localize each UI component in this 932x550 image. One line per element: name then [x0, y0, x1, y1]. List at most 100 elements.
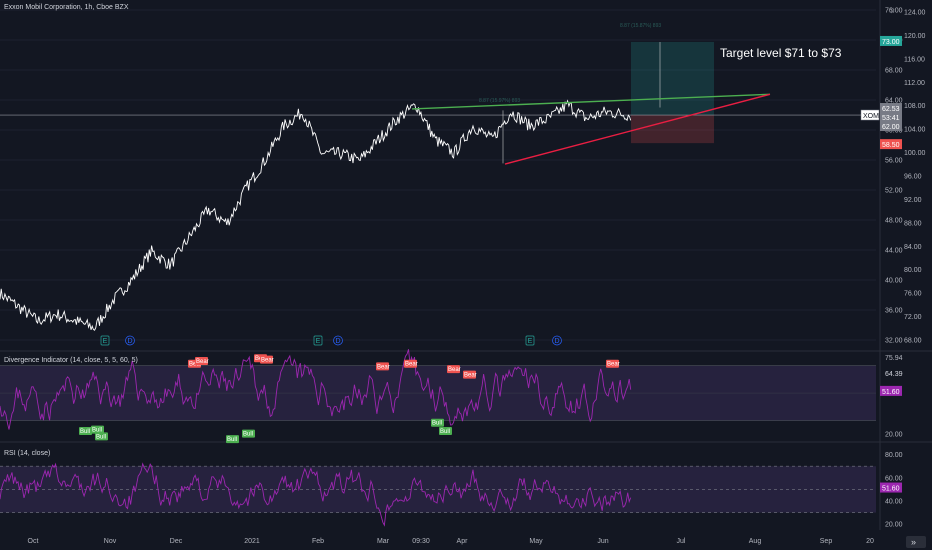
symbol-tag-bg — [860, 109, 880, 121]
earnings-icon — [525, 335, 535, 346]
bull-marker: Bull — [242, 429, 255, 438]
time-axis-label: Jul — [677, 538, 686, 545]
price-tag-label: 53:41 — [882, 115, 900, 122]
marker-label: Bull — [92, 428, 102, 434]
bear-marker: Bear — [404, 359, 418, 368]
price-axis-label-secondary: 120.00 — [904, 33, 926, 40]
price-axis-label-secondary: 112.00 — [904, 80, 925, 87]
marker-bg — [447, 365, 460, 374]
price-axis-label-secondary: 108.00 — [904, 103, 926, 110]
price-axis-label: 44.00 — [885, 248, 903, 255]
price-axis-label-secondary: 124.00 — [904, 10, 926, 17]
bull-marker: Bull — [431, 418, 444, 427]
price-tag: 53:41 — [880, 112, 902, 123]
measure-label: 8.87 (15.87%) 893 — [620, 23, 661, 29]
marker-bg — [226, 435, 239, 444]
rsi-axis-label: 80.00 — [885, 452, 903, 459]
time-axis-label: Aug — [749, 538, 762, 545]
marker-bg — [91, 425, 104, 434]
price-tag: 62.53 — [880, 103, 902, 114]
price-tag-bg — [880, 103, 902, 114]
price-tag-label: 62.53 — [882, 106, 900, 113]
rsi-line — [0, 462, 632, 527]
marker-bg — [95, 432, 108, 441]
price-tag-bg — [880, 35, 902, 46]
event-marker-d: D — [125, 335, 135, 346]
tag-bg — [880, 385, 902, 396]
time-axis-label: 09:30 — [412, 538, 430, 545]
resistance-trendline — [411, 93, 771, 110]
event-label: E — [528, 338, 533, 345]
price-axis-label: 40.00 — [885, 278, 903, 285]
time-axis-label: 2021 — [244, 538, 260, 545]
price-tag: 58.50 — [880, 139, 902, 150]
marker-bg — [431, 418, 444, 427]
target-annotation: Target level $71 to $73 — [720, 46, 842, 60]
price-axis-label-secondary: 88.00 — [904, 220, 922, 227]
price-tag-bg — [880, 112, 902, 123]
marker-label: Bull — [96, 434, 106, 440]
price-series-line — [0, 99, 632, 331]
price-axis-label-secondary: 116.00 — [904, 56, 925, 63]
gear-icon: ⚙ — [888, 6, 895, 15]
tag-label: 51.60 — [882, 486, 900, 493]
time-axis-label: Sep — [820, 538, 833, 545]
time-axis-label: Mar — [377, 538, 390, 545]
time-axis-label: Jun — [597, 538, 608, 545]
time-axis-label: Nov — [104, 538, 117, 545]
marker-label: Bull — [80, 429, 90, 435]
price-tag-bg — [880, 139, 902, 150]
divergence-indicator-line — [0, 349, 632, 430]
event-label: E — [103, 338, 108, 345]
time-axis-label: Apr — [457, 538, 469, 545]
divergence-axis-label: 75.94 — [885, 355, 903, 362]
event-label: D — [335, 338, 340, 345]
price-axis-label-secondary: 96.00 — [904, 174, 922, 181]
event-marker-e: E — [100, 335, 110, 346]
event-marker-e: E — [525, 335, 535, 346]
target-profit-zone — [631, 41, 714, 116]
price-axis-label: 48.00 — [885, 218, 903, 225]
bull-marker: Bull — [91, 425, 104, 434]
price-axis-label: 64.00 — [885, 98, 903, 105]
time-axis-label: May — [529, 538, 543, 545]
marker-label: Bear — [196, 359, 209, 365]
price-tag: 62.00 — [880, 121, 902, 131]
marker-bg — [79, 426, 92, 435]
scroll-to-realtime-button[interactable]: » — [906, 536, 926, 548]
price-axis-label-secondary: 104.00 — [904, 127, 926, 134]
price-axis-label: 68.00 — [885, 68, 903, 75]
price-axis-label-secondary: 80.00 — [904, 267, 922, 274]
event-marker-d: D — [333, 335, 343, 346]
bear-marker: Bear — [195, 356, 209, 365]
dividend-icon — [125, 335, 135, 346]
rsi-pane-title: RSI (14, close) — [4, 450, 51, 457]
dividend-icon — [552, 335, 562, 346]
price-axis-label-secondary: 68.00 — [904, 338, 922, 345]
bear-marker: Bear — [463, 370, 477, 379]
chart-settings-button[interactable]: ⚙ — [888, 6, 895, 15]
marker-bg — [463, 370, 476, 379]
price-tag-bg — [880, 121, 902, 132]
price-axis-label-secondary: 100.00 — [904, 150, 926, 157]
time-axis-label: Feb — [312, 538, 324, 545]
price-tag-label: 73.00 — [882, 39, 900, 46]
price-axis-label-secondary: 72.00 — [904, 314, 922, 321]
price-axis-label: 36.00 — [885, 308, 903, 315]
bear-marker: Bear — [447, 365, 461, 374]
bull-marker: Bull — [79, 426, 92, 435]
divergence-pane-title: Divergence Indicator (14, close, 5, 5, 6… — [4, 357, 138, 364]
tag-bg — [880, 482, 902, 493]
marker-label: Bear — [405, 362, 418, 368]
symbol-tag: XOM — [860, 109, 880, 121]
price-tag: 73.00 — [880, 35, 902, 46]
chart-title: Exxon Mobil Corporation, 1h, Cboe BZX — [4, 4, 129, 11]
marker-label: Bull — [227, 437, 237, 443]
marker-label: Bear — [448, 367, 461, 373]
marker-label: Bear — [261, 358, 274, 364]
marker-label: Bear — [607, 362, 620, 368]
rsi-axis-label: 40.00 — [885, 499, 903, 506]
dividend-icon — [333, 335, 343, 346]
